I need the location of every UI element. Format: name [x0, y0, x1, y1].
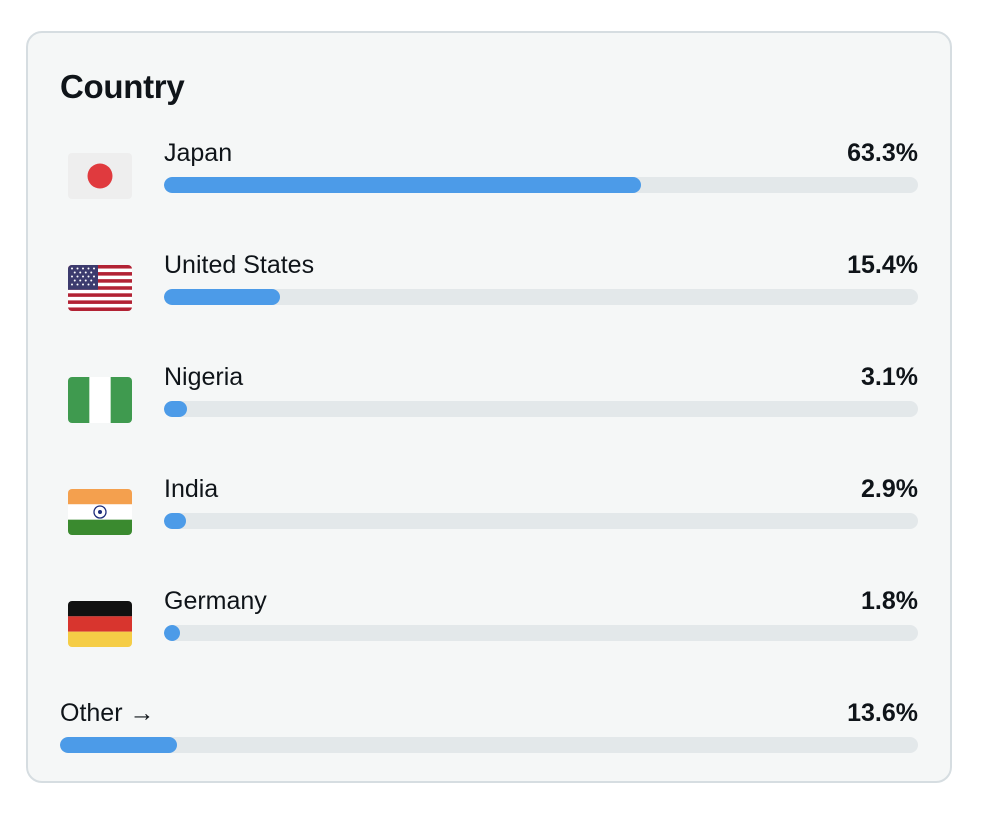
progress-fill [164, 625, 180, 641]
country-name: United States [164, 251, 315, 279]
country-row-germany: Germany 1.8% [28, 587, 950, 681]
progress-track [164, 177, 918, 193]
card-title: Country [60, 68, 185, 105]
progress-track [164, 401, 918, 417]
country-percent: 3.1% [861, 363, 918, 391]
nigeria-flag-icon [68, 377, 132, 423]
india-flag-icon [68, 489, 132, 535]
country-name: Germany [164, 587, 267, 615]
country-percent: 1.8% [861, 587, 918, 615]
country-row-nigeria: Nigeria 3.1% [28, 363, 950, 457]
other-row: Other → 13.6% [28, 699, 950, 793]
country-card: Country Japan 63.3% [26, 31, 952, 783]
progress-track [164, 625, 918, 641]
progress-track [60, 737, 918, 753]
country-name: India [164, 475, 219, 503]
progress-track [164, 289, 918, 305]
country-percent: 2.9% [861, 475, 918, 503]
progress-fill [164, 289, 281, 305]
progress-fill [164, 401, 188, 417]
country-name: Nigeria [164, 363, 244, 391]
other-link[interactable]: Other → [60, 699, 155, 727]
progress-fill [164, 177, 642, 193]
japan-flag-icon [68, 153, 132, 199]
country-row-japan: Japan 63.3% [28, 139, 950, 233]
progress-track [164, 513, 918, 529]
country-row-united-states: United States 15.4% [28, 251, 950, 345]
germany-flag-icon [68, 601, 132, 647]
country-name: Japan [164, 139, 233, 167]
country-row-india: India 2.9% [28, 475, 950, 569]
progress-fill [164, 513, 186, 529]
country-percent: 63.3% [847, 139, 918, 167]
progress-fill [60, 737, 177, 753]
country-percent: 15.4% [847, 251, 918, 279]
united-states-flag-icon [68, 265, 132, 311]
other-percent: 13.6% [847, 699, 918, 727]
